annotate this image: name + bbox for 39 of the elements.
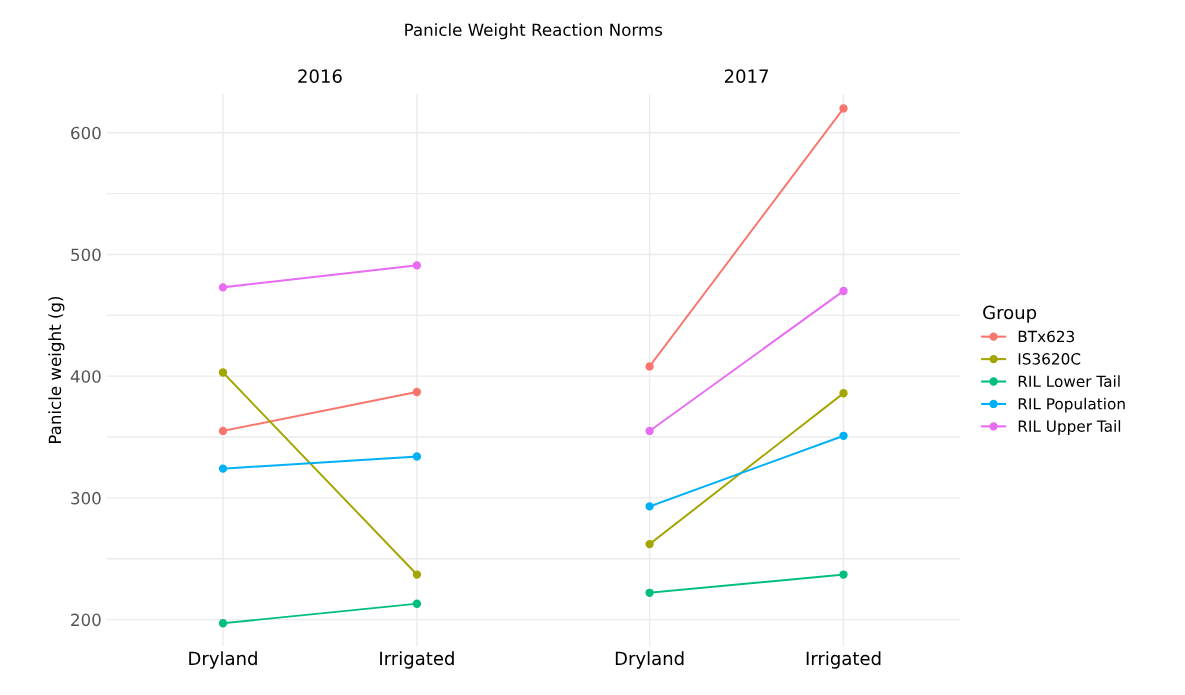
y-tick-label: 500 — [71, 248, 101, 262]
legend-label: RIL Lower Tail — [1018, 375, 1120, 388]
point — [839, 104, 848, 113]
point — [218, 368, 228, 377]
point — [645, 588, 654, 597]
point — [645, 426, 654, 436]
legend-label: RIL Upper Tail — [1018, 420, 1121, 435]
x-tick-label: Dryland — [615, 651, 684, 669]
x-tick-label: Irrigated — [806, 651, 881, 669]
point — [412, 599, 422, 608]
legend-label: RIL Population — [1018, 397, 1125, 413]
legend-label: BTx623 — [1018, 330, 1075, 343]
point — [839, 570, 848, 579]
point — [645, 539, 654, 549]
legend-title: Group — [983, 305, 1037, 323]
y-tick-label: 600 — [71, 126, 101, 140]
point — [412, 452, 422, 461]
y-tick-label: 300 — [71, 491, 101, 505]
point — [839, 389, 848, 398]
legend-label: IS3620C — [1018, 353, 1081, 365]
point — [839, 431, 848, 440]
point — [839, 286, 848, 296]
point — [218, 464, 228, 473]
x-tick-label: Irrigated — [380, 651, 454, 669]
text: Panicle Weight Reaction Norms — [405, 23, 663, 40]
chart-title: 2016 — [298, 69, 342, 83]
y-tick-label: 400 — [70, 370, 101, 383]
point — [218, 283, 228, 292]
x-tick-label: Dryland — [189, 651, 257, 669]
point — [645, 362, 654, 371]
point — [412, 570, 422, 579]
y-axis-title: Panicle weight (g) — [48, 296, 65, 444]
point — [412, 387, 422, 397]
y-tick-label: 200 — [71, 613, 101, 627]
chart-title: 2017 — [724, 69, 768, 83]
point — [218, 619, 228, 628]
point — [218, 426, 228, 436]
point — [412, 261, 422, 270]
point — [645, 502, 654, 511]
